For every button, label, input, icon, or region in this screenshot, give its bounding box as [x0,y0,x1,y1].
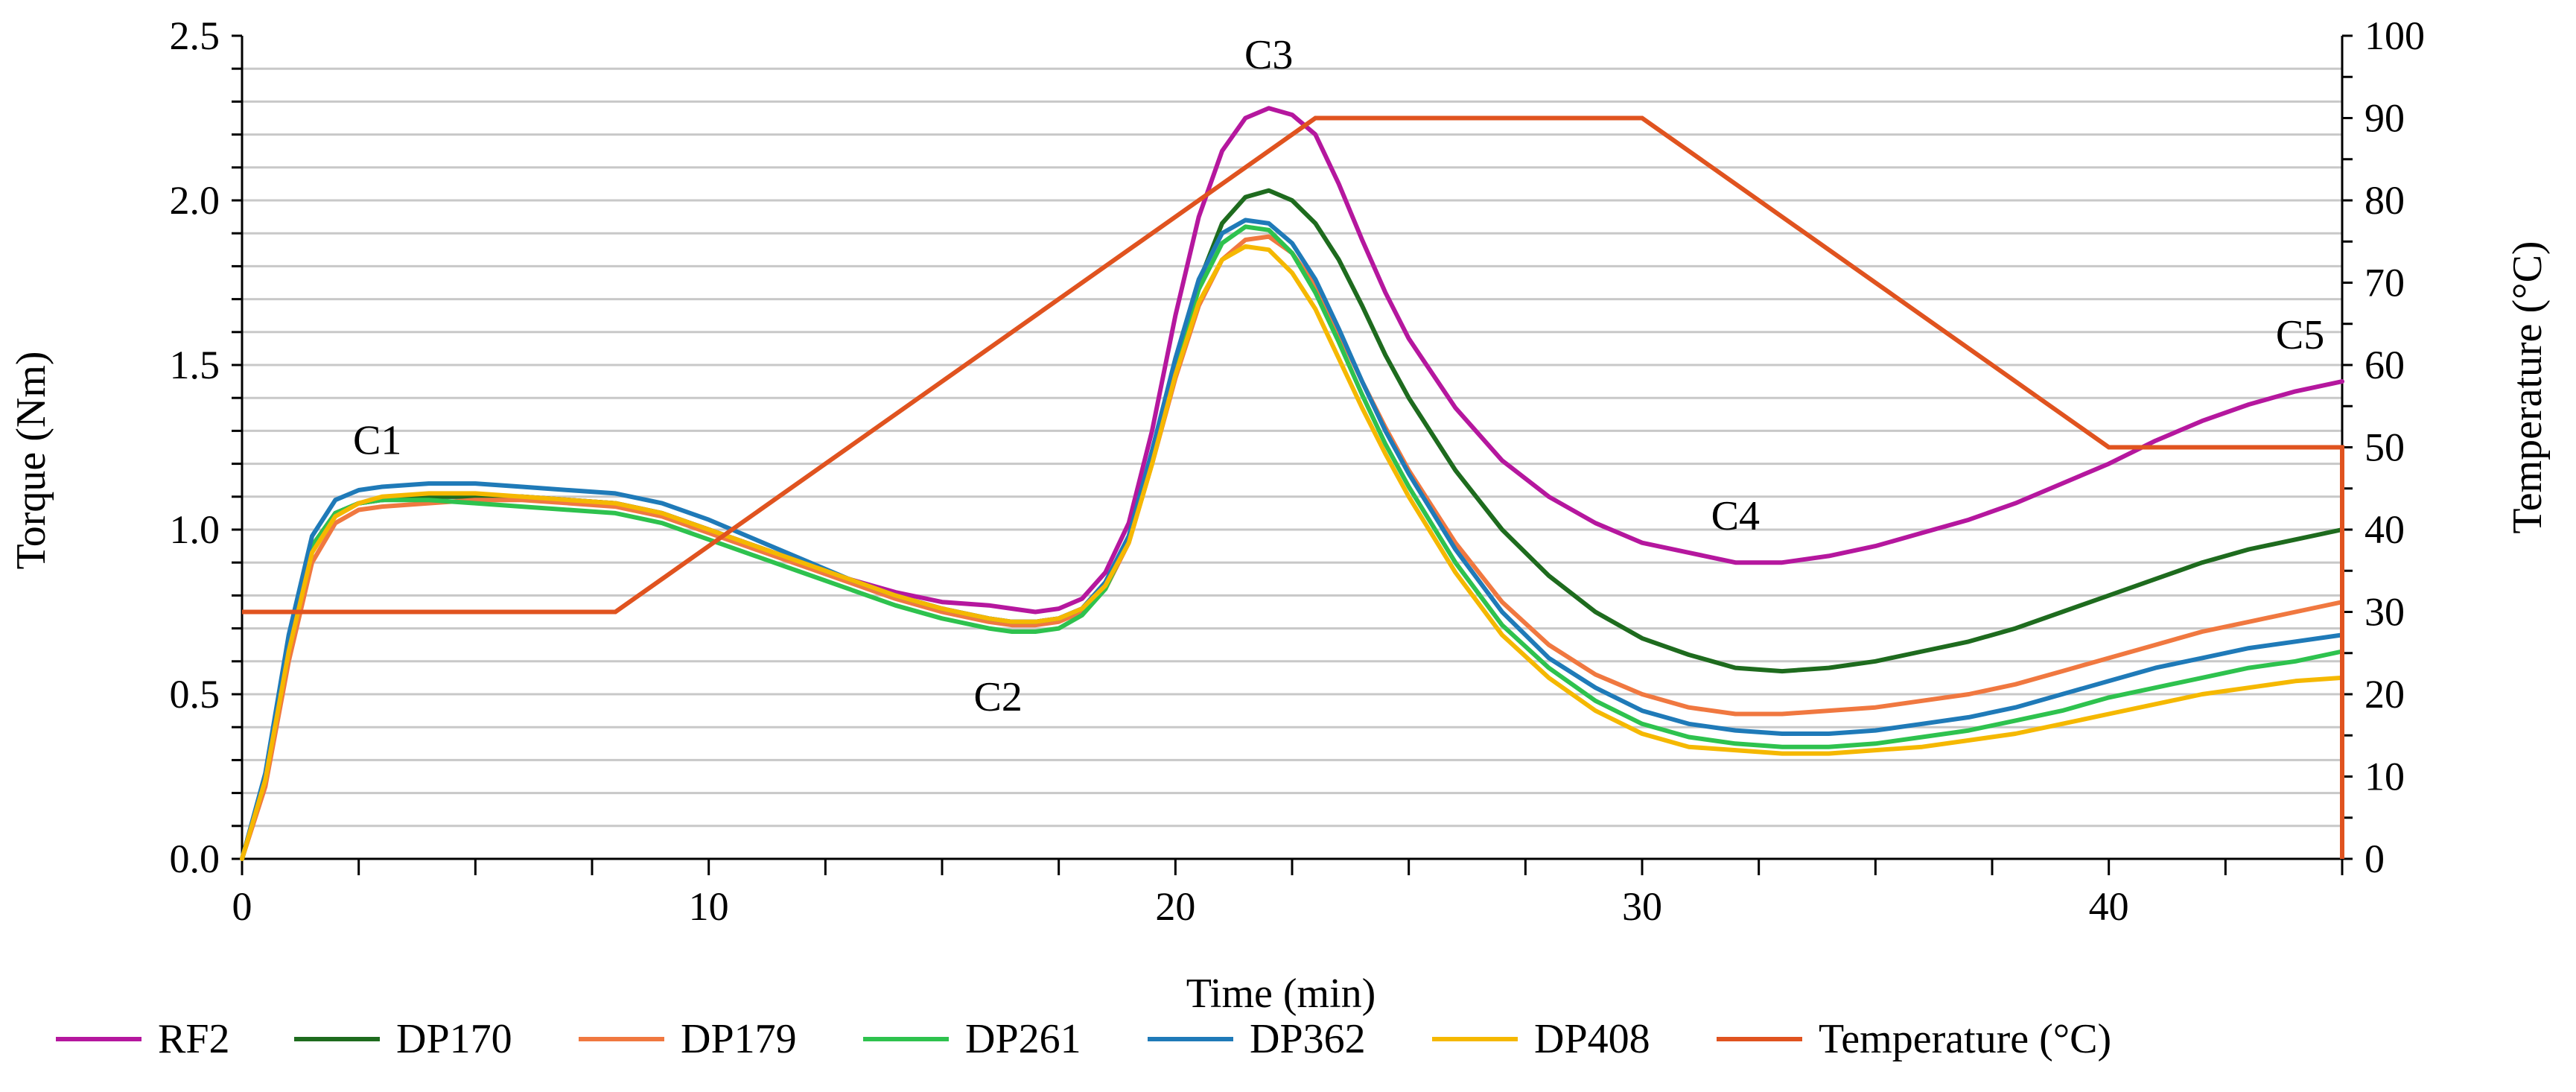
series-line-temperature [242,115,2344,859]
y2-tick-label: 60 [2364,343,2405,387]
y-tick-label: 1.5 [170,343,220,387]
legend-label: RF2 [158,1016,230,1062]
series-line-dp170 [240,188,2344,861]
annotation-c1: C1 [353,417,401,463]
x-tick-label: 30 [1622,884,1662,929]
y2-tick-label: 50 [2364,425,2405,470]
axes [241,36,2344,860]
grid-lines [242,67,2342,828]
legend-label: DP362 [1250,1016,1366,1062]
x-tick-label: 0 [232,884,252,929]
series-line-dp179 [240,234,2344,861]
y-tick-label: 2.0 [170,178,220,223]
y2-tick-label: 70 [2364,261,2405,305]
y2-axis-title: Temperature (°C) [2505,241,2551,533]
x-tick-label: 40 [2089,884,2129,929]
legend-label: DP170 [396,1016,512,1062]
series-line-dp261 [240,224,2344,861]
legend: RF2 DP170 DP179 DP261 DP362 DP408 Temperature … [56,1016,2111,1062]
annotation-c3: C3 [1244,32,1293,78]
legend-label: DP179 [681,1016,797,1062]
x-axis-title: Time (min) [1186,971,1376,1017]
y2-tick-label: 30 [2364,590,2405,635]
annotation-c4: C4 [1711,493,1760,539]
y-tick-label: 0.5 [170,672,220,717]
y-tick-label: 1.0 [170,507,220,552]
y-tick-label: 0.0 [170,837,220,881]
y2-tick-label: 40 [2364,507,2405,552]
y-tick-label: 2.5 [170,13,220,58]
series-line-rf2 [240,106,2344,861]
y2-tick-label: 20 [2364,672,2405,717]
y2-tick-label: 80 [2364,178,2405,223]
series-lines [240,106,2344,861]
y-axis-title: Torque (Nm) [8,351,54,569]
annotations: C1 C2 C3 C4 C5 [353,32,2324,720]
y2-tick-label: 100 [2364,13,2425,58]
series-line-dp362 [240,218,2344,861]
legend-label: Temperature (°C) [1819,1016,2111,1062]
annotation-c2: C2 [974,674,1023,720]
y2-tick-label: 10 [2364,755,2405,799]
y2-tick-label: 90 [2364,96,2405,141]
x-tick-label: 10 [689,884,729,929]
legend-label: DP261 [965,1016,1081,1062]
annotation-c5: C5 [2276,312,2324,358]
ticks: 0 10 20 30 40 0.0 0.5 1.0 1.5 2.0 2.5 0 10 20 30 40 50 60… [170,13,2426,929]
x-tick-label: 20 [1155,884,1195,929]
series-line-dp408 [240,244,2344,861]
legend-label: DP408 [1534,1016,1650,1062]
y2-tick-label: 0 [2364,837,2385,881]
